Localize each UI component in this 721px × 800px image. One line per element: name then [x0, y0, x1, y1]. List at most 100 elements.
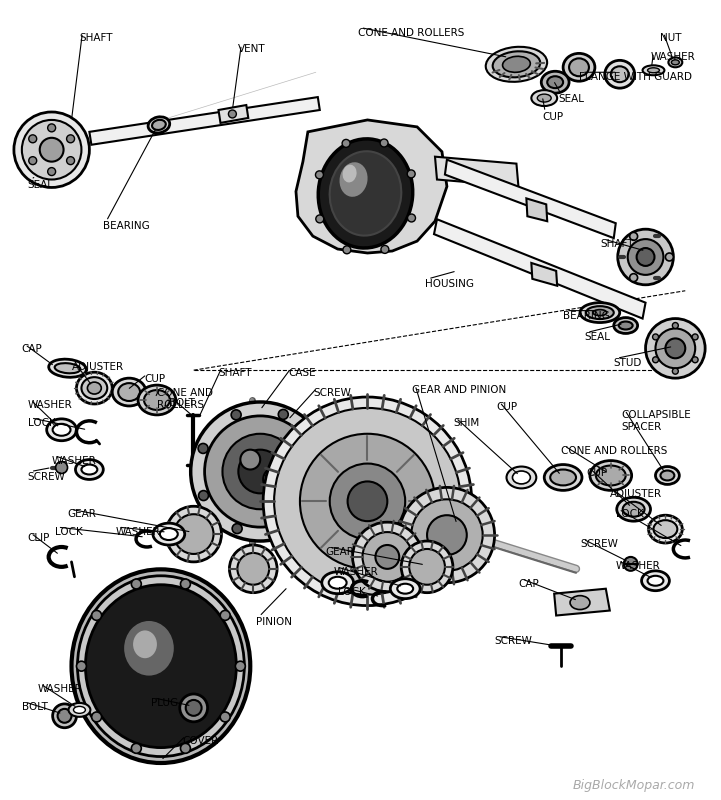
Text: STUD: STUD [614, 358, 642, 368]
Ellipse shape [619, 322, 632, 330]
Ellipse shape [87, 382, 102, 394]
Circle shape [353, 522, 422, 592]
Polygon shape [89, 97, 320, 145]
Ellipse shape [329, 577, 347, 589]
Circle shape [348, 482, 387, 521]
Text: WASHER: WASHER [28, 400, 73, 410]
Circle shape [166, 506, 221, 562]
Circle shape [92, 610, 102, 620]
Text: CAP: CAP [22, 344, 43, 354]
Circle shape [300, 434, 435, 569]
Ellipse shape [492, 51, 540, 78]
Text: PINION: PINION [256, 617, 292, 626]
Circle shape [692, 357, 698, 362]
Text: SEAL: SEAL [558, 94, 584, 104]
Circle shape [232, 524, 242, 534]
Ellipse shape [133, 630, 157, 658]
Text: WASHER: WASHER [334, 567, 379, 577]
Ellipse shape [503, 56, 531, 72]
Text: CLIP: CLIP [28, 533, 50, 543]
Ellipse shape [642, 66, 665, 75]
Ellipse shape [653, 520, 677, 538]
Ellipse shape [342, 165, 357, 182]
Ellipse shape [614, 318, 637, 334]
Ellipse shape [668, 58, 682, 67]
Circle shape [279, 523, 289, 533]
Text: NUT: NUT [660, 33, 682, 42]
Circle shape [316, 215, 324, 223]
Text: CUP: CUP [542, 112, 563, 122]
Text: SHAFT: SHAFT [218, 368, 252, 378]
Circle shape [29, 135, 37, 142]
Circle shape [312, 490, 322, 499]
Circle shape [220, 712, 230, 722]
Text: GEAR: GEAR [68, 510, 97, 519]
Circle shape [628, 239, 663, 275]
Ellipse shape [340, 162, 368, 197]
Circle shape [278, 410, 288, 419]
Ellipse shape [74, 706, 85, 714]
Circle shape [343, 246, 351, 254]
Circle shape [14, 112, 89, 187]
Circle shape [22, 120, 81, 179]
Text: PLUG: PLUG [151, 698, 178, 708]
Ellipse shape [152, 120, 166, 130]
Text: VENT: VENT [239, 45, 266, 54]
Circle shape [131, 743, 141, 754]
Circle shape [186, 700, 202, 716]
Ellipse shape [53, 424, 71, 436]
Circle shape [363, 532, 412, 582]
Polygon shape [435, 157, 518, 186]
Ellipse shape [148, 117, 169, 133]
Circle shape [180, 579, 190, 589]
Circle shape [653, 357, 658, 362]
Circle shape [239, 450, 282, 494]
Circle shape [407, 170, 415, 178]
Text: WASHER: WASHER [616, 561, 660, 571]
Circle shape [180, 743, 190, 754]
Circle shape [665, 338, 685, 358]
Circle shape [92, 712, 102, 722]
Text: COVER: COVER [182, 736, 219, 746]
Ellipse shape [112, 378, 146, 406]
Circle shape [411, 499, 482, 571]
Circle shape [205, 416, 316, 527]
Text: LOCK: LOCK [337, 586, 366, 597]
Ellipse shape [329, 151, 402, 235]
Circle shape [58, 709, 71, 722]
Circle shape [263, 397, 472, 606]
Text: HOUSING: HOUSING [425, 279, 474, 289]
Circle shape [229, 110, 236, 118]
Circle shape [401, 541, 453, 593]
Circle shape [399, 487, 495, 582]
Text: COLLAPSIBLE
SPACER: COLLAPSIBLE SPACER [622, 410, 691, 431]
Circle shape [56, 462, 68, 474]
Ellipse shape [49, 359, 87, 378]
Ellipse shape [537, 94, 551, 102]
Polygon shape [445, 160, 616, 238]
Circle shape [381, 246, 389, 254]
Text: BigBlockMopar.com: BigBlockMopar.com [572, 779, 695, 792]
Circle shape [220, 610, 230, 620]
Text: CAP: CAP [518, 578, 539, 589]
Circle shape [376, 545, 399, 569]
Ellipse shape [647, 576, 663, 586]
Ellipse shape [655, 466, 679, 485]
Circle shape [427, 515, 466, 555]
Ellipse shape [76, 372, 112, 404]
Ellipse shape [642, 571, 669, 590]
Text: BOLT: BOLT [169, 398, 195, 408]
Ellipse shape [55, 363, 81, 374]
Text: CUP: CUP [497, 402, 518, 412]
Text: BEARING: BEARING [103, 222, 150, 231]
Ellipse shape [318, 139, 412, 248]
Circle shape [665, 253, 673, 261]
Ellipse shape [660, 470, 674, 481]
Circle shape [29, 157, 37, 165]
Ellipse shape [486, 46, 547, 82]
Circle shape [410, 549, 445, 585]
Ellipse shape [513, 471, 531, 484]
Circle shape [53, 704, 76, 728]
Circle shape [235, 661, 245, 671]
Ellipse shape [590, 461, 632, 490]
